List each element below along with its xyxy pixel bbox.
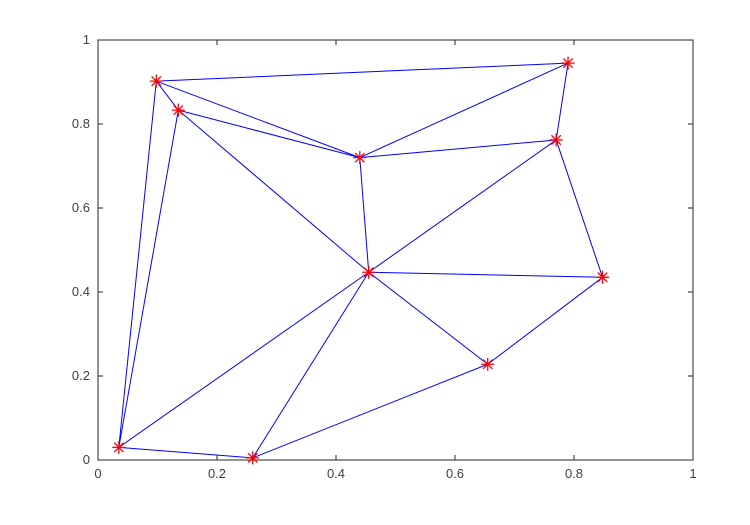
- y-tick-label: 0.8: [72, 116, 90, 131]
- node-marker: [172, 104, 184, 116]
- node-marker: [150, 75, 162, 87]
- node-marker: [550, 134, 562, 146]
- node-marker: [482, 358, 494, 370]
- x-tick-label: 0.2: [208, 466, 226, 481]
- x-tick-label: 0: [94, 466, 101, 481]
- node-marker: [562, 57, 574, 69]
- node-marker: [597, 271, 609, 283]
- y-tick-label: 0.6: [72, 200, 90, 215]
- node-marker: [247, 452, 259, 464]
- node-marker: [113, 441, 125, 453]
- x-tick-label: 0.4: [327, 466, 345, 481]
- x-tick-label: 0.8: [565, 466, 583, 481]
- x-tick-label: 0.6: [446, 466, 464, 481]
- y-tick-label: 1: [83, 32, 90, 47]
- y-tick-label: 0.2: [72, 368, 90, 383]
- y-tick-label: 0.4: [72, 284, 90, 299]
- node-marker: [354, 152, 366, 164]
- y-tick-label: 0: [83, 452, 90, 467]
- triangulation-chart: 0 0.2 0.4 0.6 0.8 1 0 0.2 0.4 0.6 0.8 1: [0, 0, 750, 525]
- x-tick-label: 1: [689, 466, 696, 481]
- node-marker: [363, 266, 375, 278]
